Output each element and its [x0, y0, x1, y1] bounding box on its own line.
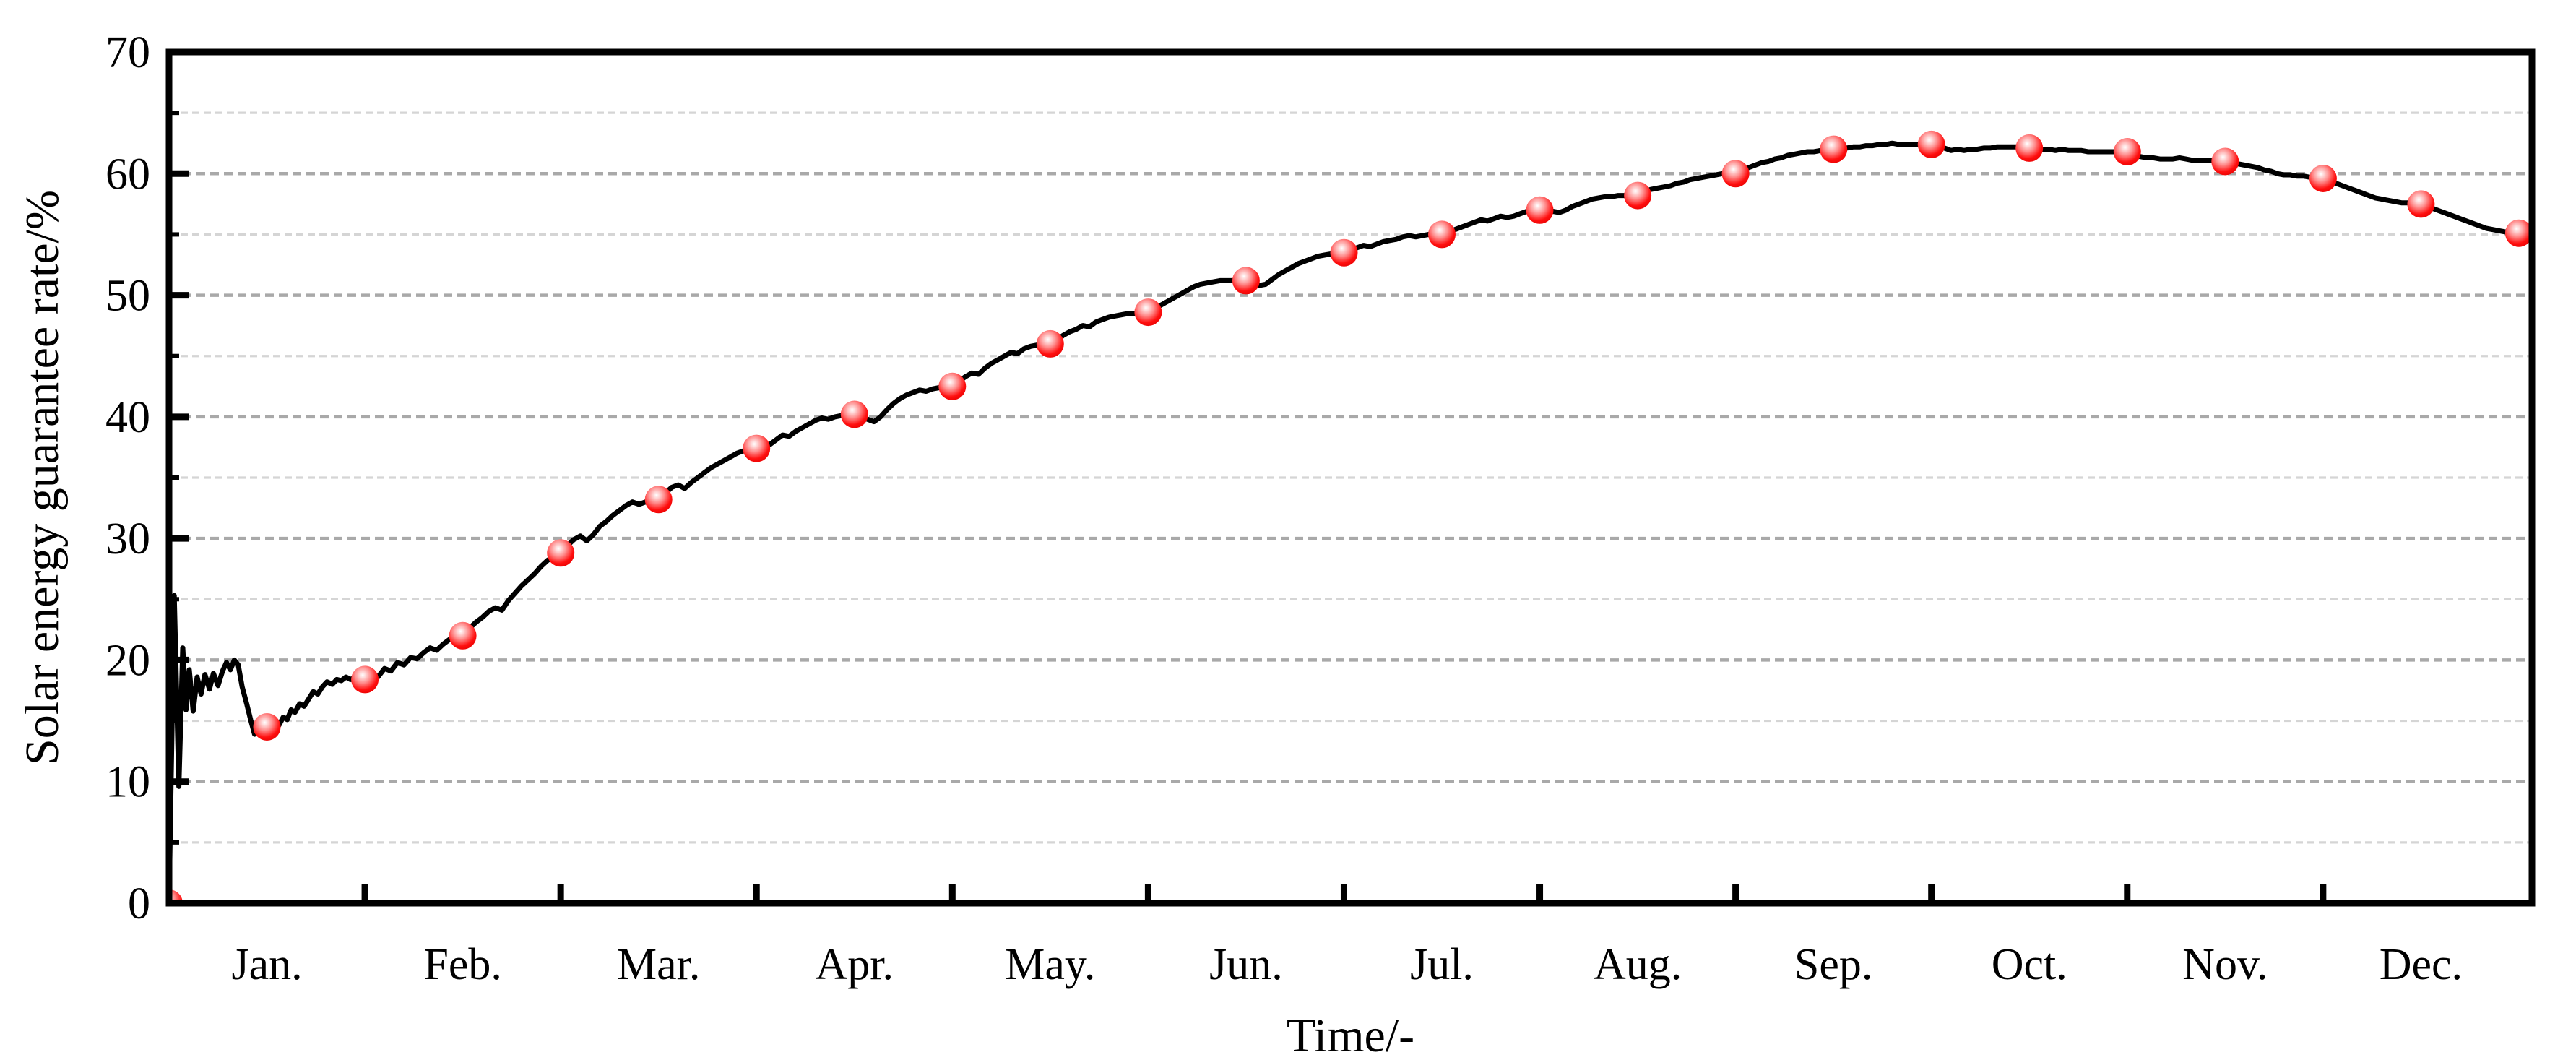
y-tick-label: 60	[105, 150, 150, 199]
data-point-marker	[1917, 130, 1945, 158]
data-point-marker	[1134, 298, 1162, 327]
data-point-marker	[840, 400, 868, 428]
x-month-label: Apr.	[816, 940, 894, 989]
y-tick-label: 50	[105, 272, 150, 321]
x-month-label: May.	[1005, 940, 1095, 989]
data-point-marker	[253, 713, 281, 741]
x-month-label: Jun.	[1209, 940, 1283, 989]
data-point-marker	[1526, 196, 1554, 224]
data-point-marker	[2015, 134, 2044, 162]
data-point-marker	[1624, 181, 1652, 210]
data-point-marker	[2113, 138, 2141, 165]
data-point-marker	[351, 665, 379, 694]
data-point-marker	[2504, 219, 2532, 247]
data-point-marker	[2309, 165, 2337, 192]
data-point-marker	[1330, 238, 1358, 267]
x-month-label: Jan.	[231, 940, 302, 989]
y-tick-label: 0	[128, 879, 150, 928]
y-tick-labels: 0 10 20 30 40 50 60 70	[105, 28, 150, 928]
axis-ticks	[169, 111, 2327, 903]
y-tick-label: 70	[105, 28, 150, 77]
data-point-marker	[938, 372, 967, 400]
data-point-marker	[1820, 135, 1848, 163]
minor-gridlines	[169, 111, 2532, 844]
data-point-marker	[1232, 267, 1260, 295]
x-month-label: Mar.	[617, 940, 700, 989]
data-point-marker	[644, 486, 673, 514]
y-tick-label: 10	[105, 758, 150, 807]
x-month-label: Aug.	[1594, 940, 1682, 989]
x-month-label: Nov.	[2182, 940, 2268, 989]
x-month-label: Feb.	[423, 940, 502, 989]
data-point-marker	[1721, 160, 1750, 188]
data-point-marker	[1036, 329, 1064, 358]
data-point-marker	[1428, 220, 1456, 249]
data-point-marker	[547, 539, 575, 567]
x-month-labels: Jan. Feb. Mar. Apr. May. Jun. Jul. Aug. Sep. Oct.…	[231, 940, 2463, 989]
x-month-label: Jul.	[1410, 940, 1474, 989]
y-axis-title: Solar energy guarantee rate/%	[16, 190, 69, 765]
y-tick-label: 30	[105, 514, 150, 564]
data-markers	[169, 130, 2532, 903]
y-tick-label: 40	[105, 393, 150, 442]
data-point-marker	[2407, 190, 2435, 218]
y-tick-label: 20	[105, 636, 150, 685]
x-month-label: Sep.	[1794, 940, 1873, 989]
x-axis-title: Time/-	[1287, 1009, 1414, 1060]
data-point-marker	[449, 621, 477, 650]
data-point-marker	[743, 434, 771, 462]
major-gridlines	[169, 172, 2532, 783]
data-point-marker	[2211, 147, 2239, 176]
data-point-marker	[169, 889, 183, 903]
x-month-label: Dec.	[2380, 940, 2463, 989]
x-month-label: Oct.	[1992, 940, 2067, 989]
